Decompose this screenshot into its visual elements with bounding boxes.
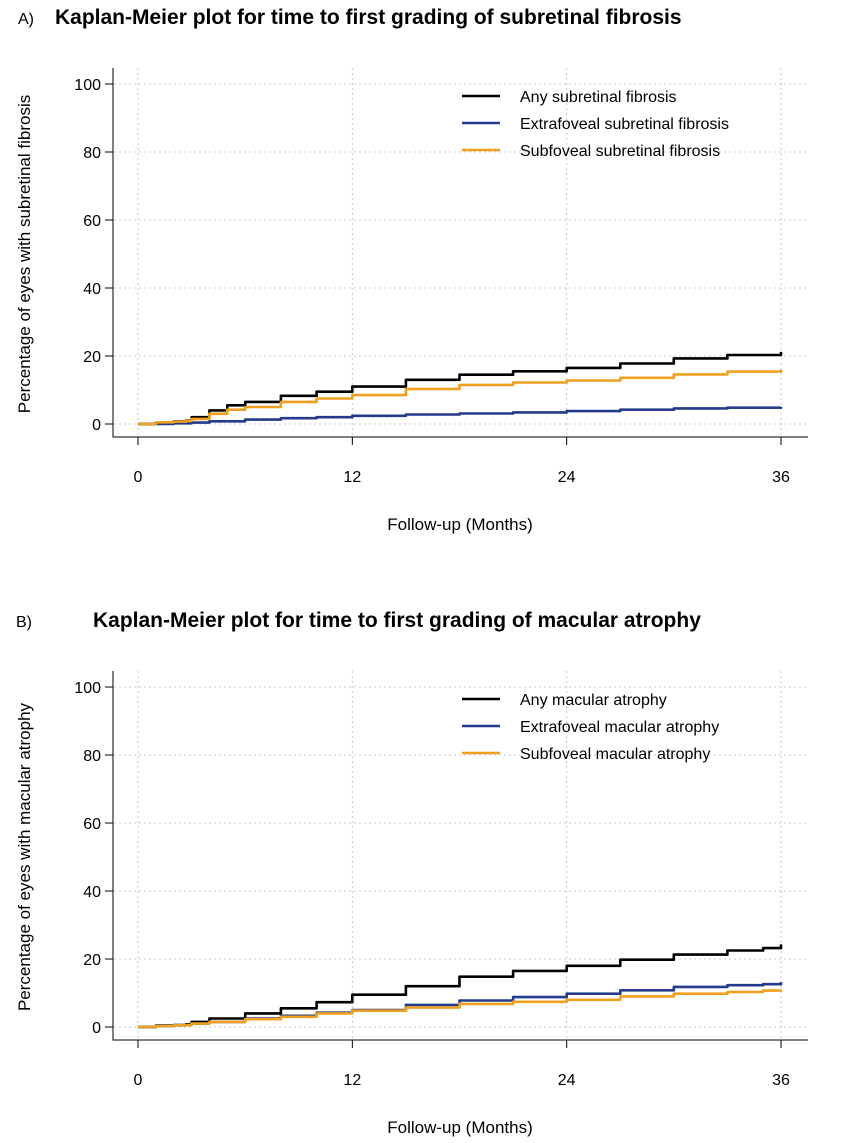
series-line-subfoveal-subretinal-fibrosis: [138, 369, 783, 426]
y-axis-title: Percentage of eyes with subretinal fibro…: [15, 95, 34, 413]
x-tick-label: 24: [558, 469, 576, 486]
x-tick-label: 12: [343, 1072, 361, 1089]
legend-label: Subfoveal subretinal fibrosis: [520, 143, 720, 160]
panel-b: B) Kaplan-Meier plot for time to first gr…: [15, 609, 808, 1137]
axes-frame: [112, 68, 808, 438]
y-tick-label: 60: [83, 816, 101, 833]
y-tick-label: 20: [83, 349, 101, 366]
y-tick-label: 40: [83, 884, 101, 901]
x-axis-title: Follow-up (Months): [387, 515, 533, 534]
y-tick-label: 0: [92, 1020, 101, 1037]
x-tick-label: 12: [343, 469, 361, 486]
panel-label: B): [16, 614, 32, 631]
chart-title: Kaplan-Meier plot for time to first grad…: [93, 609, 701, 632]
x-tick-label: 0: [134, 1072, 143, 1089]
x-axis-title: Follow-up (Months): [387, 1118, 533, 1137]
panel-label: A): [18, 11, 34, 28]
x-tick-label: 24: [558, 1072, 576, 1089]
x-tick-label: 0: [134, 469, 143, 486]
y-axis-title: Percentage of eyes with macular atrophy: [15, 702, 34, 1011]
series-line-extrafoveal-subretinal-fibrosis: [138, 406, 783, 426]
legend-label: Subfoveal macular atrophy: [520, 746, 710, 763]
y-tick-label: 0: [92, 417, 101, 434]
series-line-subfoveal-macular-atrophy: [138, 989, 783, 1029]
y-tick-label: 100: [74, 77, 101, 94]
x-tick-label: 36: [772, 1072, 790, 1089]
y-tick-label: 80: [83, 748, 101, 765]
legend-label: Extrafoveal macular atrophy: [520, 719, 719, 736]
y-tick-label: 100: [74, 680, 101, 697]
legend-label: Any macular atrophy: [520, 692, 667, 709]
y-tick-label: 80: [83, 145, 101, 162]
panel-a: A) Kaplan-Meier plot for time to first gr…: [15, 6, 808, 534]
chart-title: Kaplan-Meier plot for time to first grad…: [55, 6, 682, 29]
axes-frame: [112, 671, 808, 1041]
legend-label: Extrafoveal subretinal fibrosis: [520, 116, 729, 133]
y-tick-label: 20: [83, 952, 101, 969]
y-tick-label: 60: [83, 213, 101, 230]
x-tick-label: 36: [772, 469, 790, 486]
legend-label: Any subretinal fibrosis: [520, 89, 677, 106]
y-tick-label: 40: [83, 281, 101, 298]
